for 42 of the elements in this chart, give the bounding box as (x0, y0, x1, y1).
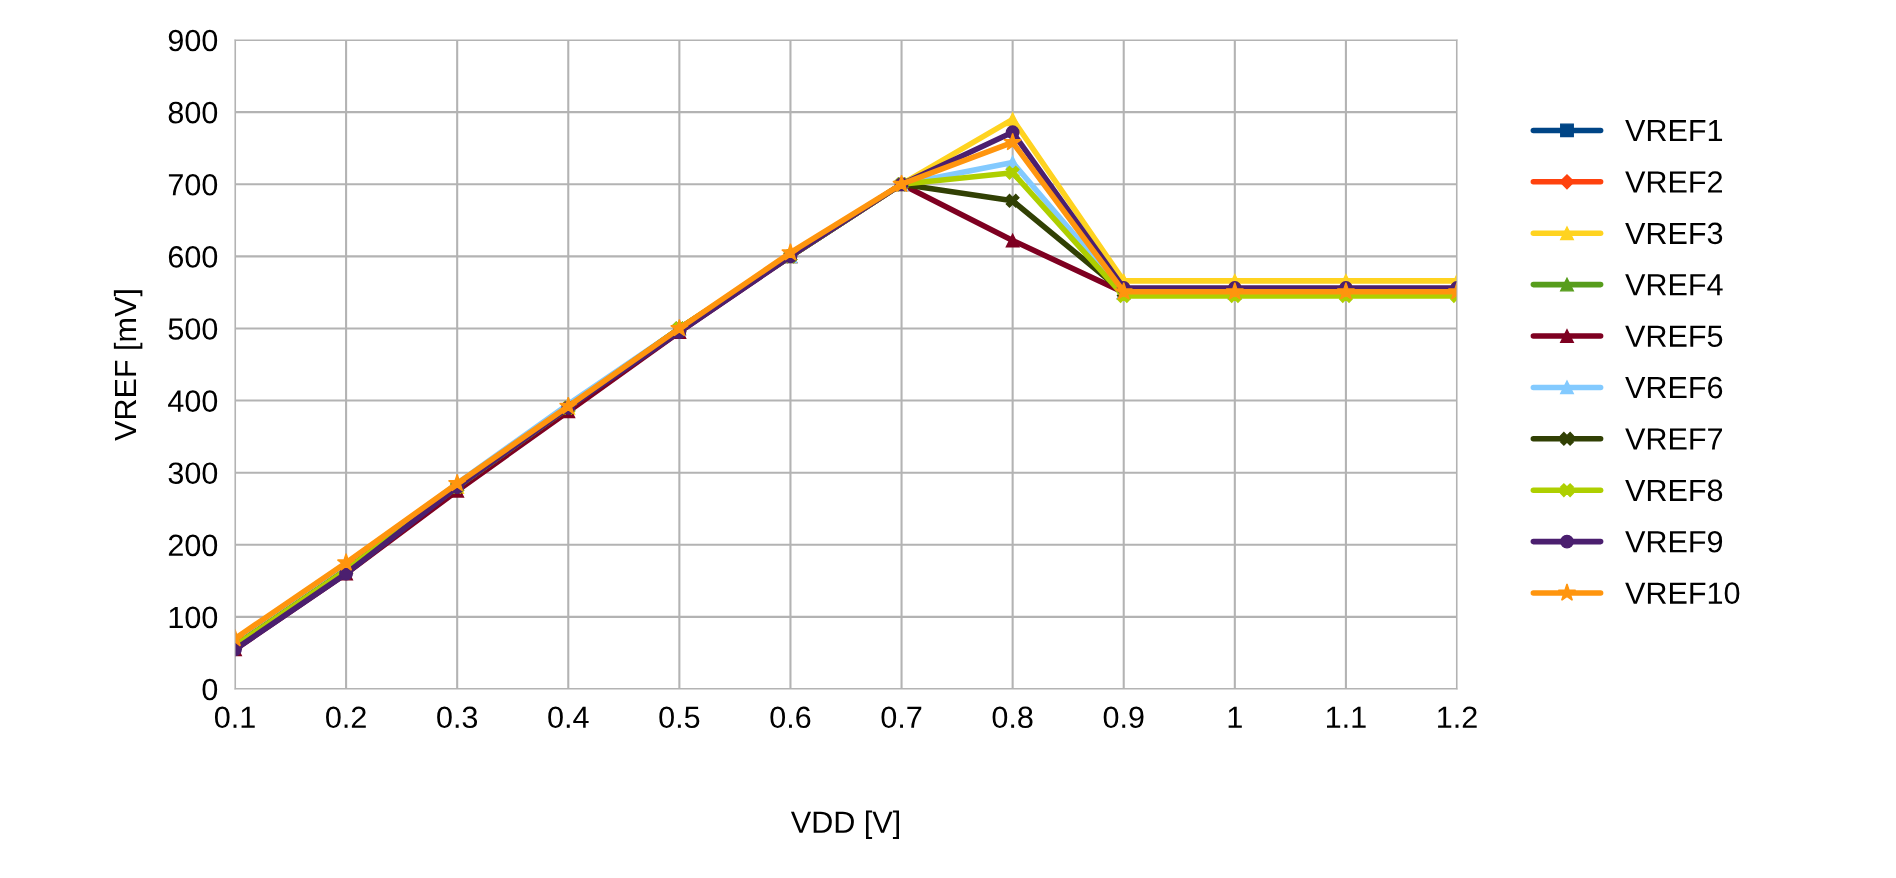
point (336, 553, 356, 571)
x-tick-label: 1.2 (1438, 706, 1477, 728)
legend-label: VREF9 (1625, 530, 1723, 553)
legend-label: VREF8 (1625, 479, 1723, 502)
x-tick-label: 1.1 (1327, 706, 1366, 728)
x-tick-label: 0.7 (881, 706, 922, 729)
y-tick-label: 0 (202, 678, 218, 701)
x-tick-label: 0.6 (770, 706, 811, 729)
point (1336, 281, 1356, 300)
legend-label: VREF10 (1625, 582, 1740, 604)
y-tick-label: 100 (169, 606, 218, 629)
x-axis-title: VDD [V] (790, 810, 899, 840)
y-tick-label: 800 (168, 101, 218, 124)
legend-label: VREF2 (1625, 171, 1722, 193)
point (1005, 165, 1020, 180)
x-tick-label: 0.4 (548, 706, 589, 729)
y-tick-label: 900 (168, 29, 218, 52)
x-tick-label: 0.9 (1103, 706, 1144, 729)
y-tick-label: 600 (168, 246, 218, 268)
point (1005, 233, 1020, 248)
x-tick-label: 0.2 (326, 706, 366, 729)
x-tick-label: 0.3 (437, 706, 478, 729)
y-tick-label: 200 (168, 534, 218, 557)
x-tick-label: 0.5 (659, 706, 700, 729)
y-tick-label: 400 (168, 390, 218, 412)
y-tick-label: 500 (168, 318, 218, 340)
y-axis-title: VREF [mV] (113, 290, 143, 441)
legend-label: VREF7 (1625, 428, 1722, 450)
y-tick-label: 300 (168, 462, 218, 485)
point (781, 243, 800, 261)
x-tick-label: 1 (1228, 706, 1242, 728)
point (1005, 112, 1020, 127)
point (1003, 132, 1022, 151)
legend-label: VREF6 (1625, 376, 1723, 399)
point (1005, 193, 1020, 208)
legend-label: VREF1 (1625, 120, 1723, 142)
x-tick-label: 0.8 (992, 706, 1033, 729)
legend-label: VREF5 (1625, 325, 1723, 347)
y-tick-label: 700 (168, 173, 218, 196)
legend-label: VREF3 (1625, 222, 1723, 245)
legend-label: VREF4 (1625, 274, 1723, 296)
x-tick-label: 0.1 (214, 706, 255, 729)
